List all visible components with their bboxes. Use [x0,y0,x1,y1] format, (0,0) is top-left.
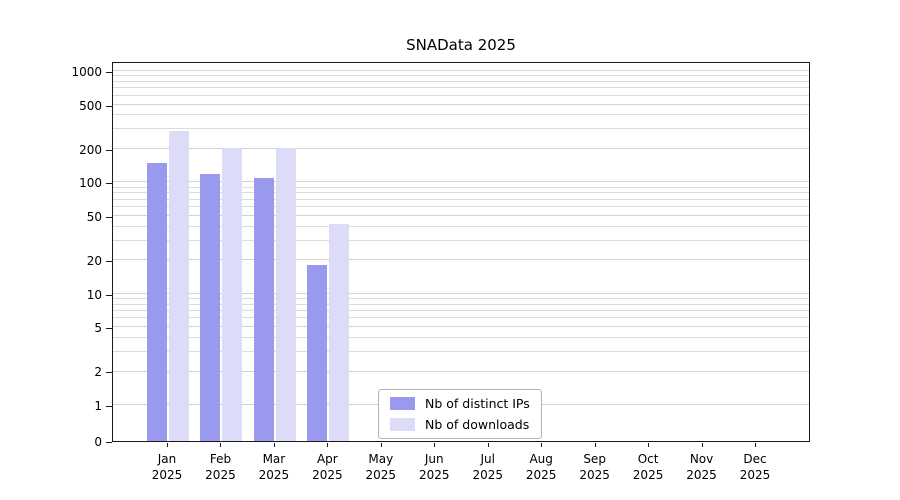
y-tick-label: 1 [94,399,102,413]
legend-label-downloads: Nb of downloads [425,417,530,432]
y-tick-mark [106,294,112,296]
x-tick-mark [648,443,650,447]
x-tick-label: May 2025 [365,452,397,482]
y-tick-mark [106,372,112,374]
x-tick-label: Dec 2025 [739,452,771,482]
y-tick-label: 10 [86,287,102,302]
y-tick-label: 0 [94,435,102,449]
gridline-minor [113,198,809,200]
legend: Nb of distinct IPs Nb of downloads [378,389,542,439]
gridline-minor [113,350,809,352]
y-tick-label: 100 [79,176,102,191]
y-tick-label: 1000 [71,65,102,80]
x-tick-label: Aug 2025 [525,452,557,482]
bar-distinct-ips-mar [253,177,274,441]
x-tick-mark [327,443,329,447]
x-tick-mark [273,443,275,447]
gridline-minor [113,75,809,77]
y-tick-mark [106,442,112,443]
gridlines-layer [113,63,809,441]
gridline-minor [113,317,809,319]
y-tick-label: 200 [79,142,102,157]
gridline-minor [113,128,809,130]
gridline-major [113,181,809,183]
bar-downloads-apr [329,224,350,441]
gridline-minor [113,192,809,194]
bar-downloads-mar [275,147,296,441]
y-tick-mark [106,406,112,407]
gridline-major [113,70,809,72]
y-tick-label: 2 [94,365,102,380]
bar-distinct-ips-feb [200,173,221,441]
x-tick-mark [755,443,756,447]
gridline-minor [113,94,809,96]
y-tick-mark [106,216,112,218]
gridline-major [113,103,809,105]
x-tick-label: Jan 2025 [151,452,183,482]
gridline-minor [113,186,809,188]
y-tick-label: 50 [86,209,102,224]
bar-downloads-jan [169,130,189,441]
gridline-minor [113,87,809,89]
gridline-major [113,370,809,372]
gridline-minor [113,297,809,299]
x-tick-mark [594,443,596,447]
bar-downloads-feb [222,147,243,441]
legend-item-downloads: Nb of downloads [390,417,530,432]
chart-title: SNAData 2025 [406,36,516,54]
x-tick-mark [167,443,168,447]
y-tick-mark [106,183,112,185]
legend-swatch-downloads [390,418,415,431]
bar-distinct-ips-jan [147,162,167,441]
x-tick-label: Sep 2025 [579,452,610,482]
x-tick-mark [434,443,436,447]
x-tick-label: Mar 2025 [258,452,290,482]
x-tick-label: Apr 2025 [312,452,343,482]
x-tick-label: Nov 2025 [686,452,717,482]
gridline-major [113,259,809,261]
gridline-minor [113,80,809,82]
y-tick-mark [106,328,112,330]
gridline-minor [113,206,809,208]
x-tick-label: Jun 2025 [418,452,450,482]
gridline-major [113,292,809,294]
x-tick-mark [541,443,543,447]
x-tick-mark [220,443,222,447]
gridline-minor [113,337,809,338]
legend-swatch-distinct-ips [390,397,415,410]
y-tick-label: 20 [86,254,102,269]
x-tick-mark [380,443,382,447]
gridline-minor [113,309,809,311]
plot-area [112,62,810,442]
y-tick-mark [106,149,112,151]
legend-label-distinct-ips: Nb of distinct IPs [425,396,530,411]
legend-item-distinct-ips: Nb of distinct IPs [390,396,530,411]
gridline-major [113,147,809,149]
x-tick-label: Feb 2025 [205,452,236,482]
y-tick-label: 5 [94,321,102,336]
x-tick-mark [487,443,489,447]
y-tick-mark [106,105,112,107]
gridline-minor [113,225,809,227]
gridline-minor [113,239,809,241]
x-tick-label: Jul 2025 [472,452,503,482]
gridline-major [113,326,809,328]
x-tick-label: Oct 2025 [632,452,664,482]
y-tick-mark [106,261,112,263]
bar-distinct-ips-apr [307,265,328,441]
y-tick-mark [106,72,112,74]
gridline-major [113,214,809,216]
gridline-minor [113,303,809,305]
gridline-minor [113,114,809,116]
bars-layer [113,63,809,441]
x-tick-mark [701,443,703,447]
y-tick-label: 500 [79,98,102,113]
